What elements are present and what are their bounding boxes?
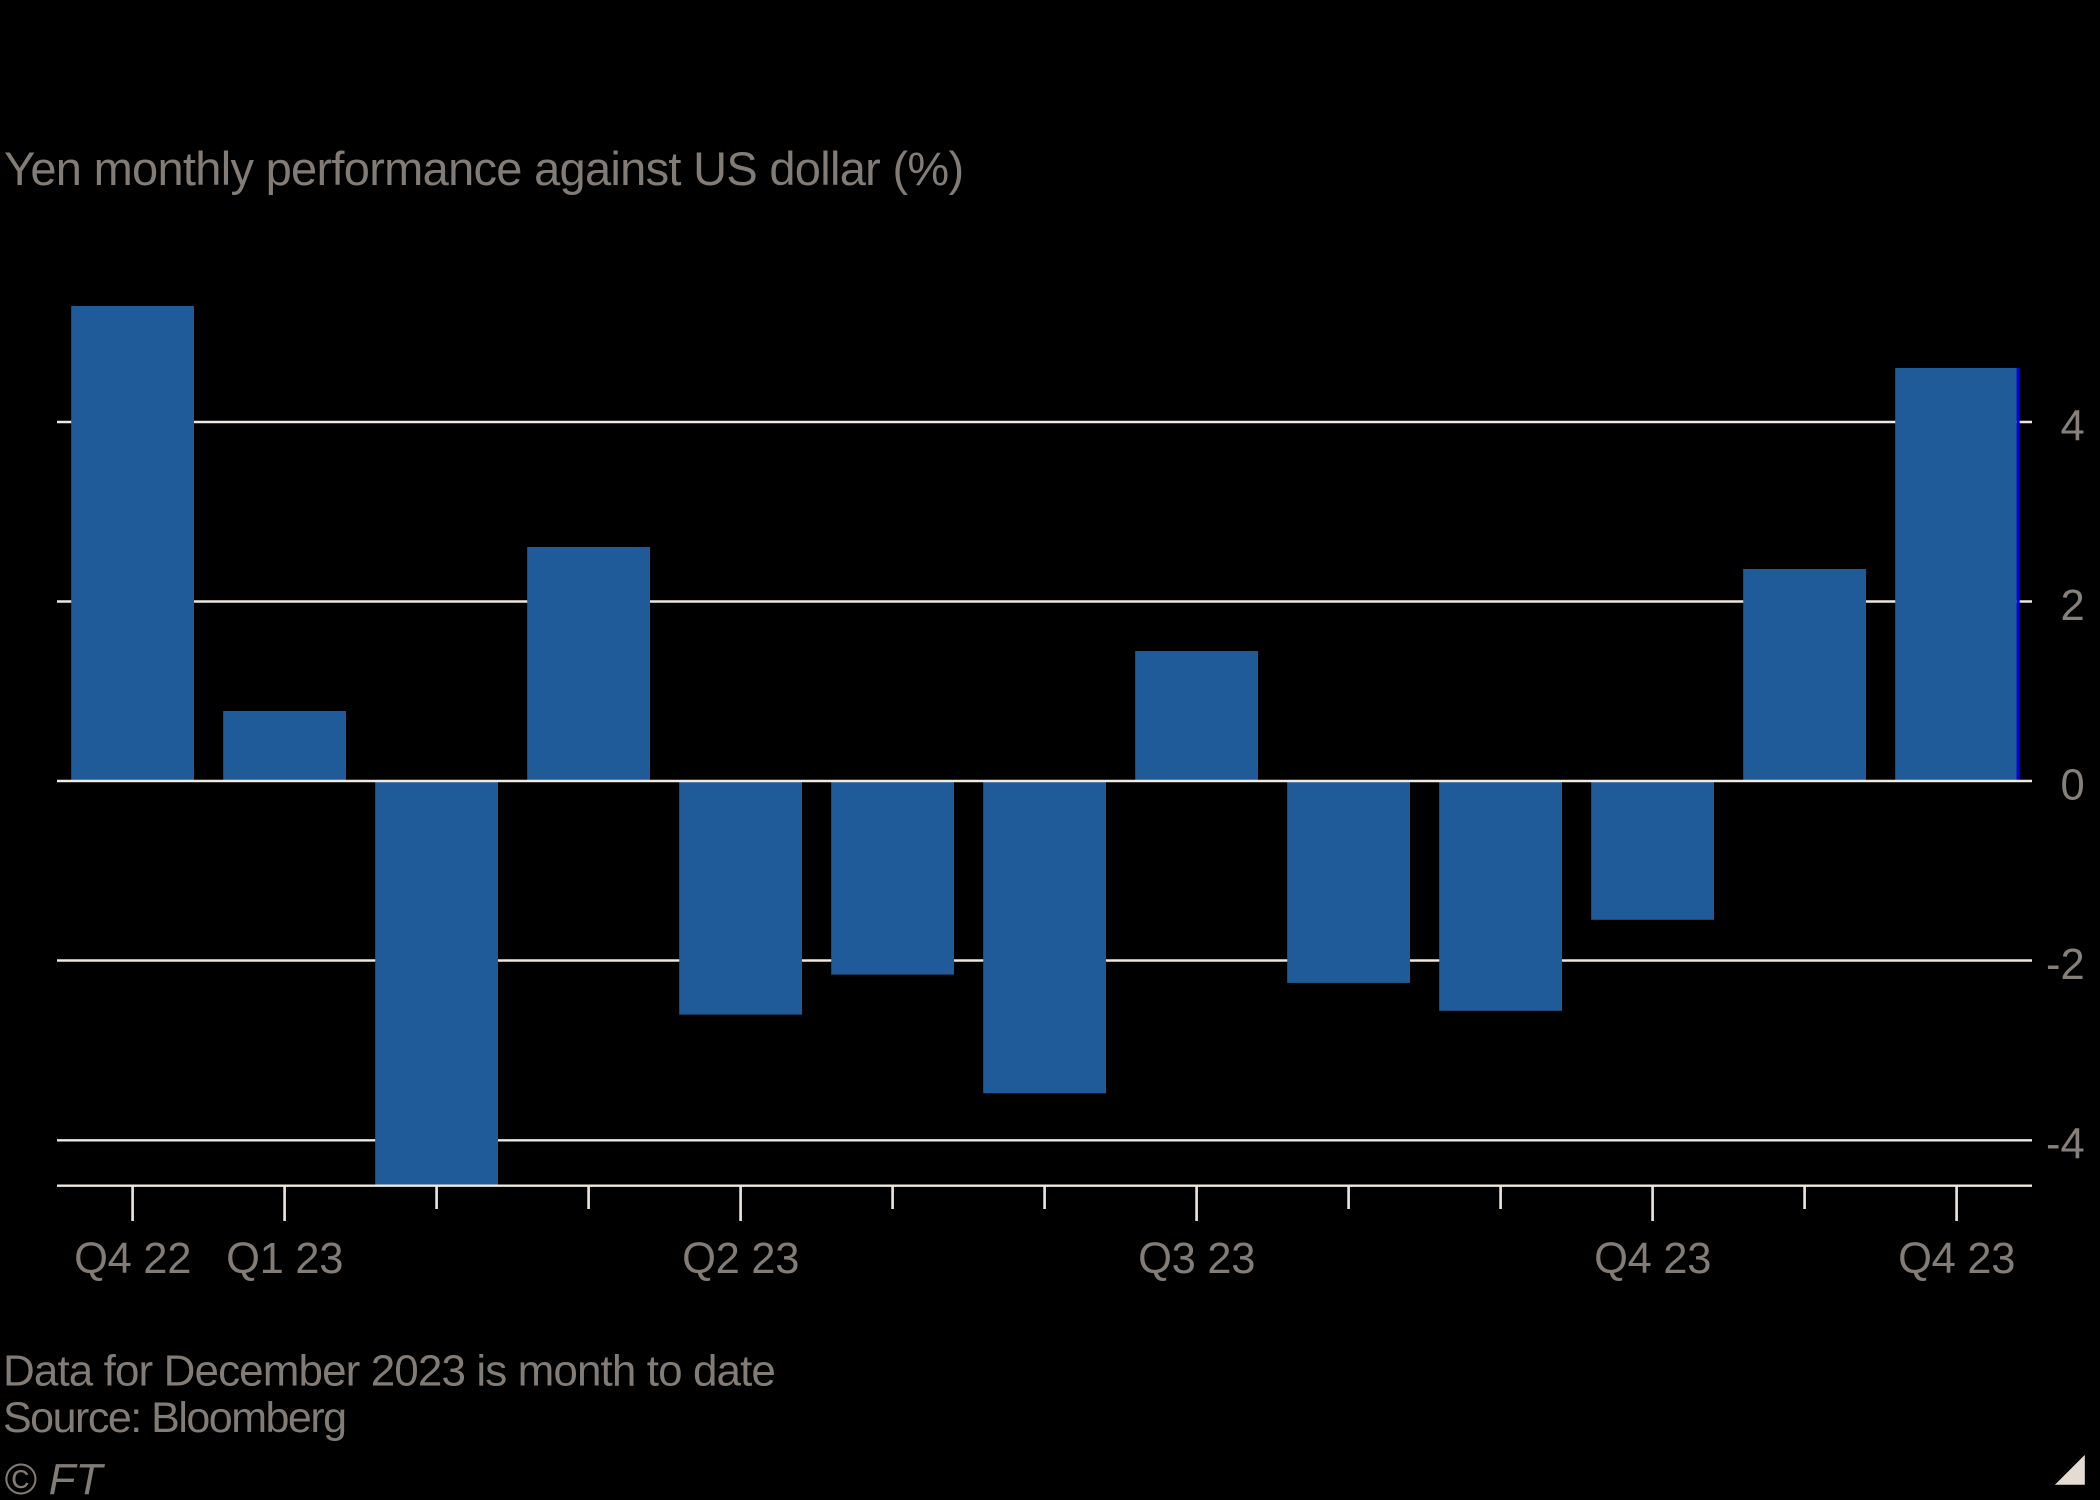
svg-text:Q3 23: Q3 23: [1138, 1235, 1255, 1283]
svg-text:Q2 23: Q2 23: [682, 1235, 799, 1283]
svg-text:Q4 22: Q4 22: [74, 1235, 191, 1283]
svg-text:Q4 23: Q4 23: [1594, 1235, 1711, 1283]
svg-text:Q1 23: Q1 23: [226, 1235, 343, 1283]
svg-text:0: 0: [2061, 761, 2085, 809]
svg-text:-4: -4: [2046, 1120, 2085, 1168]
svg-text:4: 4: [2061, 402, 2085, 450]
svg-text:-2: -2: [2046, 941, 2085, 989]
svg-text:Q4 23: Q4 23: [1898, 1235, 2015, 1283]
svg-text:2: 2: [2061, 582, 2085, 630]
svg-text:Data for December 2023 is mont: Data for December 2023 is month to date: [3, 1347, 775, 1396]
svg-text:© FT: © FT: [4, 1455, 106, 1500]
svg-text:Source: Bloomberg: Source: Bloomberg: [3, 1394, 346, 1442]
svg-text:Yen monthly performance agains: Yen monthly performance against US dolla…: [4, 142, 963, 195]
